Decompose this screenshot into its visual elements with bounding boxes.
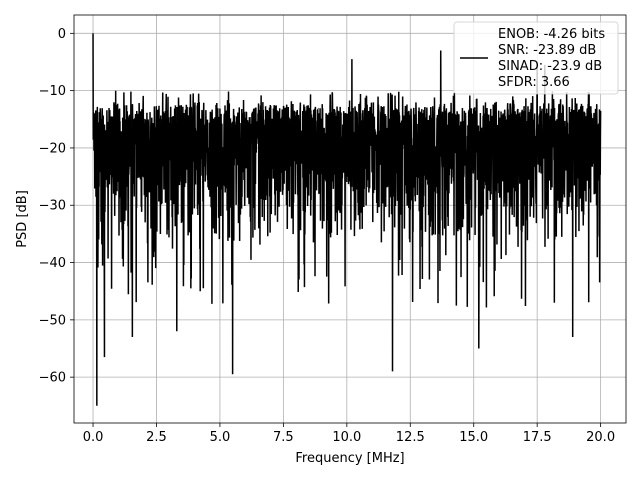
x-tick-label: 15.0 xyxy=(459,430,488,445)
y-tick-label: −10 xyxy=(39,84,66,99)
y-tick-label: −30 xyxy=(39,199,66,214)
legend-entry-sfdr: SFDR: 3.66 xyxy=(498,75,570,90)
legend-entry-enob: ENOB: -4.26 bits xyxy=(498,27,605,42)
y-tick-label: −50 xyxy=(39,313,66,328)
x-tick-label: 0.0 xyxy=(83,430,104,445)
y-tick-label: −40 xyxy=(39,256,66,271)
x-tick-label: 5.0 xyxy=(210,430,231,445)
y-tick-label: −60 xyxy=(39,371,66,386)
y-axis-ticks: 0 −10 −20 −30 −40 −50 −60 xyxy=(39,27,74,386)
x-tick-label: 7.5 xyxy=(273,430,294,445)
legend-entry-snr: SNR: -23.89 dB xyxy=(498,43,596,58)
plot-area-frame xyxy=(73,14,627,424)
y-tick-label: 0 xyxy=(58,27,66,42)
legend-entry-sinad: SINAD: -23.9 dB xyxy=(498,59,602,74)
psd-series-line xyxy=(92,33,602,406)
y-tick-label: −20 xyxy=(39,141,66,156)
data-layer xyxy=(92,33,602,406)
x-axis-ticks: 0.0 2.5 5.0 7.5 10.0 12.5 15.0 17.5 20.0 xyxy=(83,423,615,445)
x-axis-label: Frequency [MHz] xyxy=(295,451,404,466)
legend: ENOB: -4.26 bits SNR: -23.89 dB SINAD: -… xyxy=(453,21,619,95)
x-tick-label: 12.5 xyxy=(396,430,425,445)
x-tick-label: 17.5 xyxy=(523,430,552,445)
legend-box xyxy=(453,21,619,95)
x-tick-label: 10.0 xyxy=(332,430,361,445)
x-tick-label: 2.5 xyxy=(146,430,167,445)
x-tick-label: 20.0 xyxy=(586,430,615,445)
y-axis-label: PSD [dB] xyxy=(15,190,30,248)
